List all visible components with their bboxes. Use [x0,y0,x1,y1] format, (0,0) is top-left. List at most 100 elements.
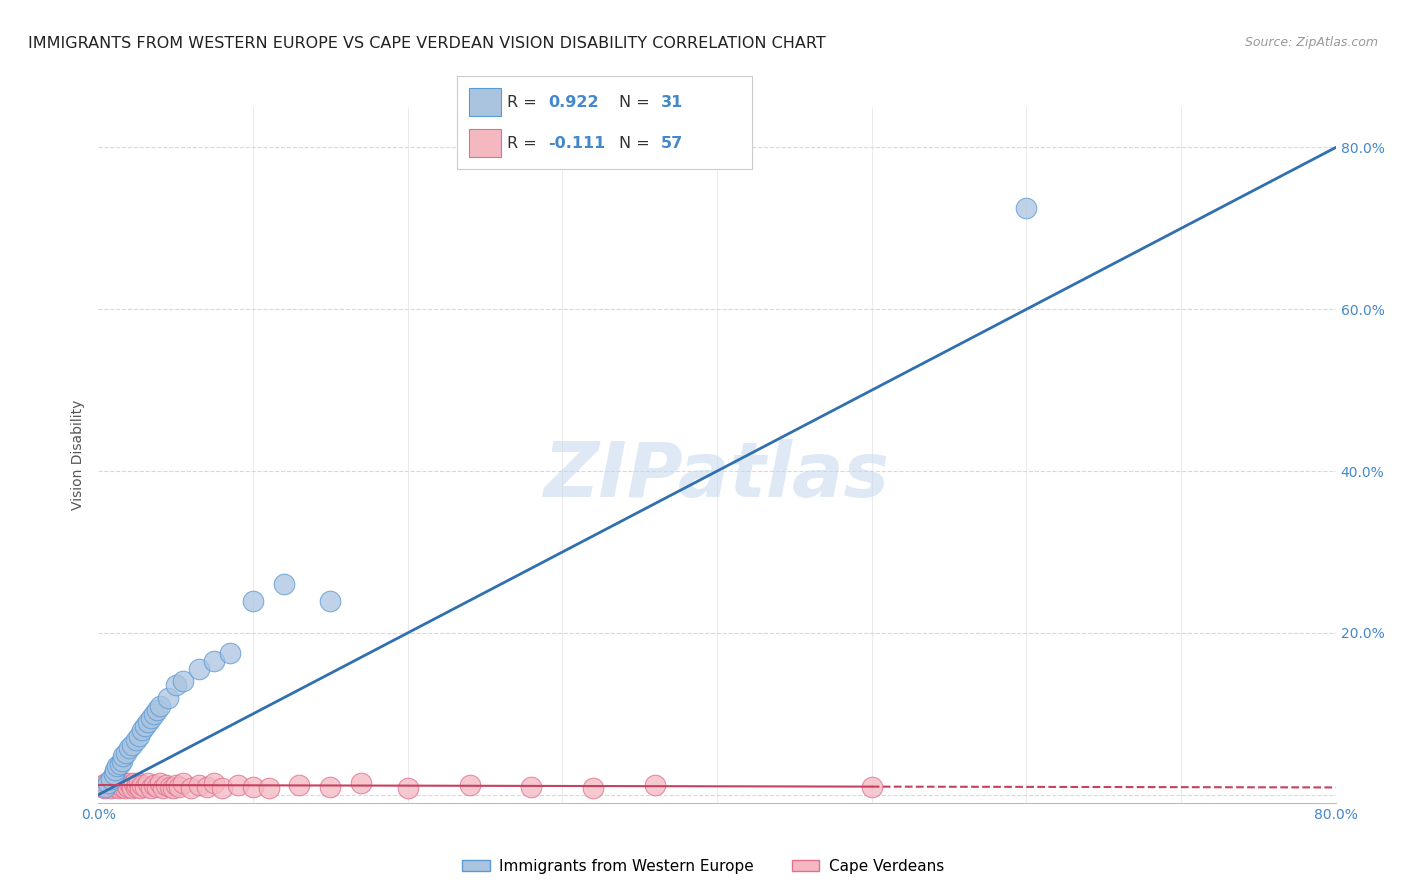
Point [173,775,195,789]
Point [136,775,159,789]
Point [180,781,202,796]
Point [103,778,125,792]
Point [128,775,150,789]
Point [146,780,169,794]
Point [93,780,115,794]
Point [97,780,120,794]
Point [108,756,131,771]
Point [100,772,122,786]
Point [117,780,139,794]
Text: Source: ZipAtlas.com: Source: ZipAtlas.com [1244,36,1378,49]
Point [136,714,159,729]
Point [143,706,166,721]
Point [204,775,226,789]
Point [139,781,162,796]
Point [111,754,134,768]
Point [97,775,120,789]
Point [93,781,115,796]
Point [173,674,195,689]
Point [204,654,226,668]
Point [131,723,153,737]
Point [91,778,114,792]
Point [167,780,190,794]
Point [242,780,264,794]
Point [111,780,134,794]
Point [108,778,131,792]
Point [520,780,543,794]
Text: ZIPatlas: ZIPatlas [544,439,890,513]
Text: R =: R = [508,136,543,151]
Point [90,780,112,794]
Point [131,778,153,792]
Point [149,698,172,713]
Point [860,780,883,794]
Point [122,775,145,789]
Point [121,781,143,796]
FancyBboxPatch shape [468,88,501,116]
Point [100,781,122,796]
Point [112,775,135,789]
FancyBboxPatch shape [468,129,501,157]
Point [124,780,146,794]
Point [288,778,311,792]
Point [139,711,162,725]
Point [242,593,264,607]
Point [105,775,128,789]
Point [104,764,127,778]
Point [98,778,121,792]
Point [273,577,295,591]
Point [396,781,419,796]
Point [128,730,150,744]
Point [155,778,177,792]
Point [120,778,142,792]
Point [118,740,141,755]
Point [582,781,605,796]
Point [350,775,373,789]
Point [165,678,187,692]
Point [1015,201,1038,215]
Text: -0.111: -0.111 [548,136,606,151]
Point [195,780,218,794]
Point [96,775,118,789]
Point [159,780,181,794]
Text: N =: N = [620,136,655,151]
Point [319,780,342,794]
Point [211,781,233,796]
Point [319,593,342,607]
Y-axis label: Vision Disability: Vision Disability [72,400,86,510]
Point [644,778,666,792]
Point [104,780,127,794]
Point [226,778,249,792]
Point [188,662,211,676]
Point [257,781,280,796]
Text: N =: N = [620,95,655,110]
Text: 0.922: 0.922 [548,95,599,110]
Point [152,781,174,796]
Point [101,775,124,789]
Point [127,778,149,792]
Point [143,778,166,792]
Point [149,775,172,789]
Point [129,781,152,796]
Point [114,781,136,796]
Point [134,780,156,794]
Text: 57: 57 [661,136,683,151]
Text: IMMIGRANTS FROM WESTERN EUROPE VS CAPE VERDEAN VISION DISABILITY CORRELATION CHA: IMMIGRANTS FROM WESTERN EUROPE VS CAPE V… [28,36,825,51]
Point [124,732,146,747]
Point [118,775,141,789]
Legend: Immigrants from Western Europe, Cape Verdeans: Immigrants from Western Europe, Cape Ver… [456,853,950,880]
Point [219,646,242,660]
Point [103,767,125,781]
Point [105,759,128,773]
Point [146,703,169,717]
Point [107,781,129,796]
Text: 31: 31 [661,95,683,110]
Point [115,778,138,792]
Point [188,778,211,792]
Point [115,746,138,760]
Point [458,778,481,792]
Point [165,778,187,792]
Point [121,738,143,752]
Point [157,690,180,705]
Point [112,748,135,763]
